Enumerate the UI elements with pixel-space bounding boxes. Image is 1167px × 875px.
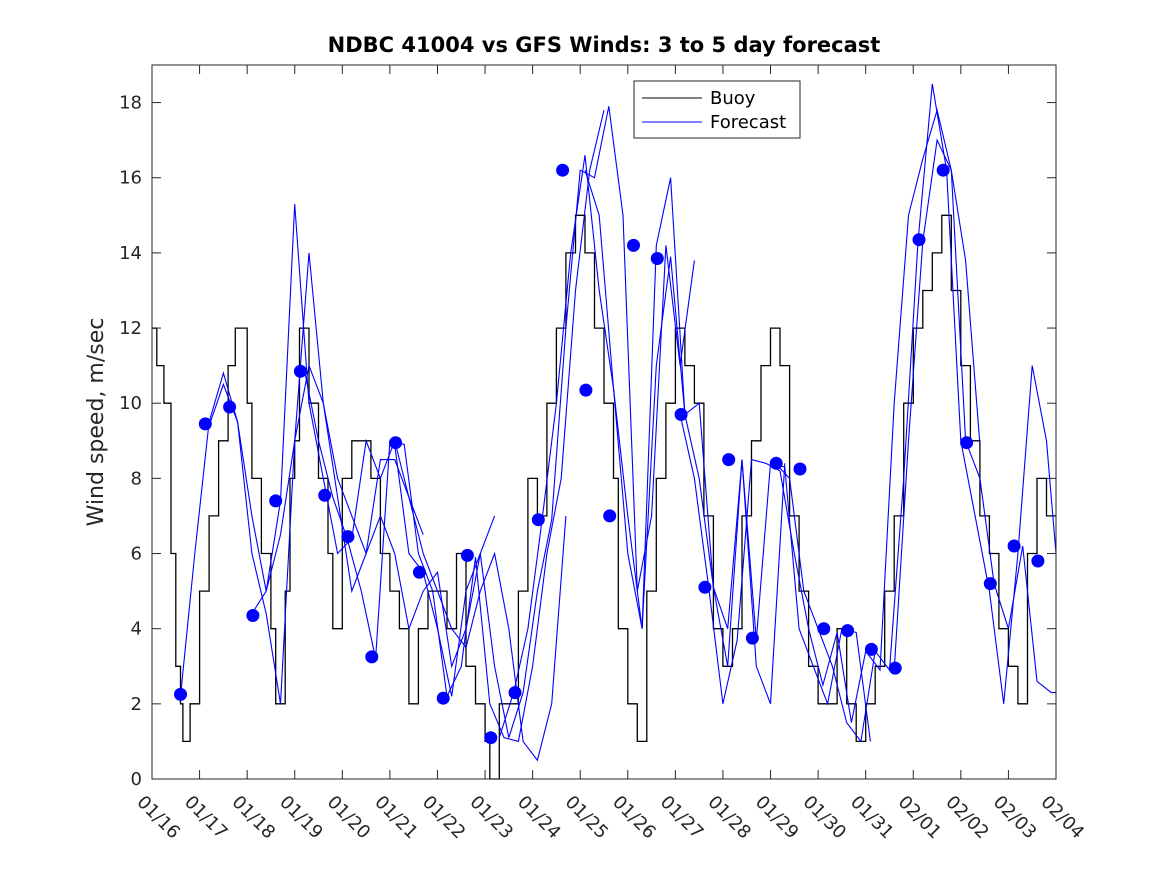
forecast-marker: [674, 408, 688, 421]
forecast-marker: [389, 436, 403, 450]
y-tick-label: 0: [131, 769, 142, 790]
y-tick-label: 10: [119, 393, 142, 414]
forecast-marker: [1007, 539, 1021, 553]
y-tick-label: 18: [119, 93, 142, 114]
forecast-marker: [269, 494, 283, 508]
forecast-marker: [246, 609, 260, 622]
plot-area: [151, 64, 1057, 780]
forecast-marker: [531, 513, 545, 527]
forecast-marker: [698, 580, 712, 594]
legend-forecast-label: Forecast: [710, 112, 786, 133]
legend: Buoy Forecast: [633, 80, 801, 139]
forecast-marker: [1031, 554, 1045, 568]
forecast-marker: [983, 577, 997, 591]
forecast-series-line: [179, 363, 424, 697]
plot-background: [152, 65, 1056, 779]
forecast-marker: [650, 252, 664, 265]
y-tick-label: 14: [119, 243, 142, 264]
forecast-marker: [436, 691, 450, 705]
forecast-marker: [556, 163, 570, 177]
y-tick-label: 8: [131, 468, 142, 489]
forecast-marker: [508, 686, 522, 700]
forecast-marker: [627, 238, 640, 252]
forecast-marker: [793, 462, 807, 476]
y-tick-labels: 0 2 4 6 8 10 12 14 16 18: [119, 93, 142, 790]
ticks: [151, 65, 1057, 780]
forecast-marker: [293, 364, 307, 378]
forecast-series-line: [251, 203, 567, 762]
forecast-marker: [722, 453, 736, 467]
forecast-marker: [318, 488, 332, 502]
forecast-series-line: [208, 252, 496, 704]
buoy-series-line: [152, 214, 1056, 780]
forecast-marker: [817, 622, 831, 636]
forecast-marker: [936, 163, 950, 177]
forecast-marker: [603, 509, 617, 523]
plot-frame: [151, 64, 1057, 780]
forecast-marker: [223, 400, 237, 414]
legend-buoy-label: Buoy: [710, 88, 756, 109]
y-tick-label: 16: [119, 168, 142, 189]
forecast-marker: [198, 417, 212, 431]
forecast-marker: [888, 661, 902, 675]
forecast-marker: [365, 650, 379, 664]
data-layer: [152, 83, 1057, 780]
y-tick-label: 4: [131, 619, 142, 640]
forecast-marker: [769, 456, 783, 470]
forecast-marker: [579, 383, 593, 397]
y-axis-title: Wind speed, m/sec: [84, 318, 109, 527]
y-tick-label: 2: [131, 694, 142, 715]
forecast-marker: [745, 631, 759, 645]
forecast-marker: [460, 548, 474, 562]
forecast-marker: [841, 624, 855, 638]
legend-box: [633, 80, 801, 139]
forecast-marker: [960, 436, 974, 450]
forecast-marker: [864, 642, 878, 656]
y-tick-label: 6: [131, 544, 142, 565]
forecast-marker: [174, 687, 187, 701]
forecast-marker: [912, 233, 926, 247]
forecast-marker: [412, 565, 426, 579]
forecast-series-line: [584, 170, 871, 742]
forecast-marker: [484, 731, 498, 745]
forecast-marker: [341, 530, 355, 544]
chart-title: NDBC 41004 vs GFS Winds: 3 to 5 day fore…: [328, 33, 881, 57]
y-tick-label: 12: [119, 318, 142, 339]
